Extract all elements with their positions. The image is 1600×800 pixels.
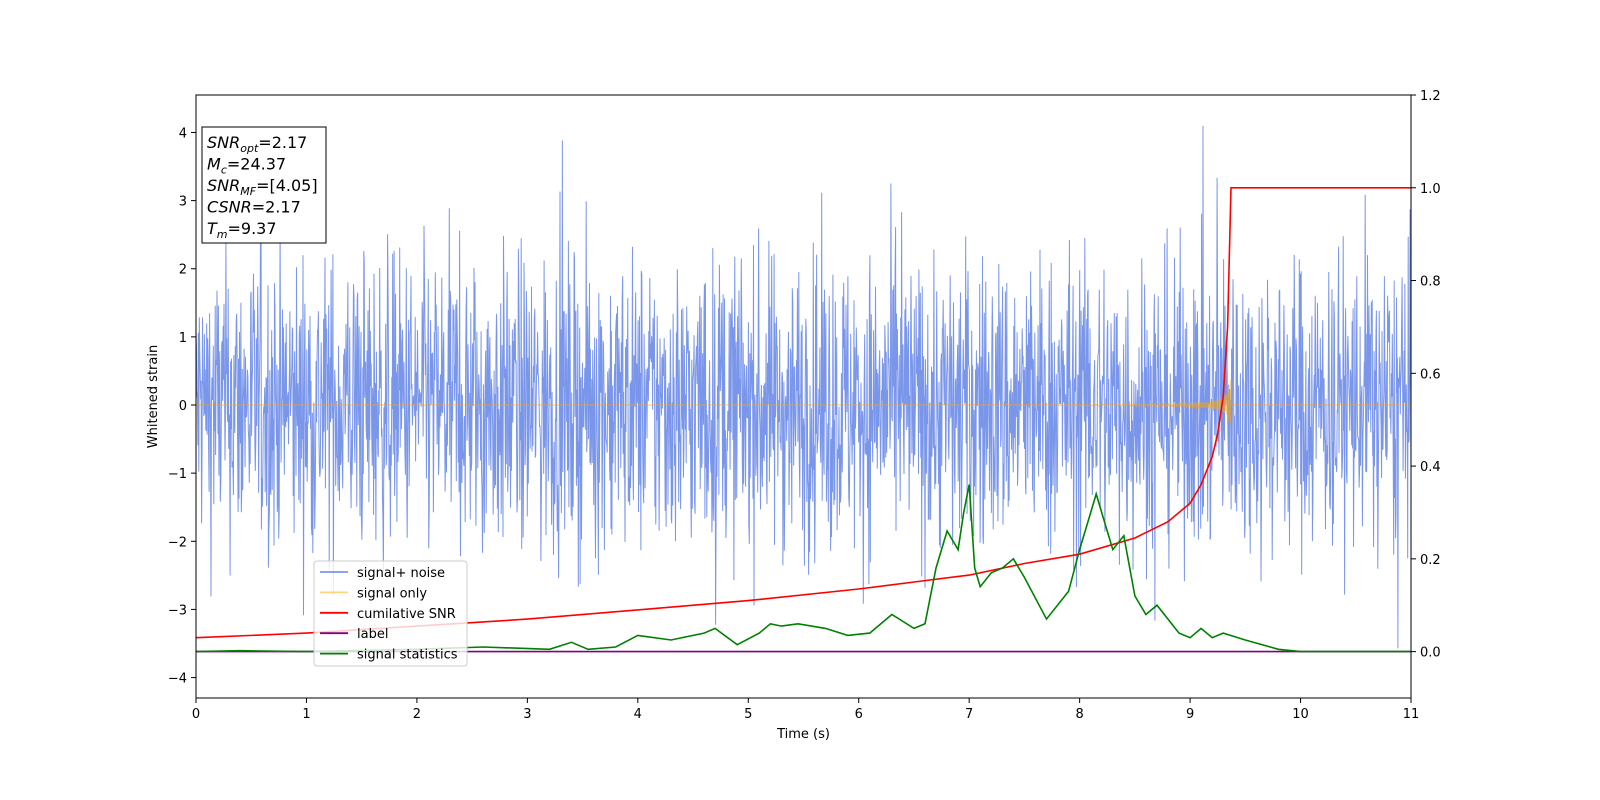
series-signal-only — [196, 379, 1411, 424]
y-tick-left-label: −2 — [168, 535, 187, 550]
y-tick-left-label: 1 — [179, 331, 187, 346]
legend: signal+ noise signal only cumilative SNR la… — [313, 560, 468, 667]
annotation-line: SNRopt=2.17 — [207, 133, 307, 155]
x-axis-label: Time (s) — [776, 727, 830, 742]
x-tick-label: 3 — [523, 707, 531, 722]
annotation-frame — [201, 126, 327, 244]
x-tick-label: 11 — [1403, 707, 1420, 722]
annotation-line: SNRMF=[4.05] — [207, 176, 318, 198]
y-tick-right-label: 0.0 — [1420, 646, 1441, 661]
x-tick-label: 2 — [413, 707, 421, 722]
y-axis-label: Whitened strain — [146, 345, 161, 448]
annotation-box: SNRopt=2.17Mc=24.37SNRMF=[4.05]CSNR=2.17… — [201, 126, 327, 244]
x-axis: 0 1 2 3 4 5 6 7 8 9 10 11 — [192, 698, 1419, 722]
y-tick-left-label: 3 — [179, 195, 187, 210]
series-signal-plus-noise — [196, 125, 1411, 649]
y-axis-right: 1.2 1.0 0.8 0.6 0.4 0.2 0.0 — [1411, 89, 1441, 661]
x-tick-label: 5 — [744, 707, 752, 722]
y-tick-left-label: −1 — [168, 467, 187, 482]
annotation-line: CSNR=2.17 — [207, 198, 301, 217]
x-tick-label: 0 — [192, 707, 200, 722]
y-tick-right-label: 1.2 — [1420, 89, 1441, 104]
legend-label-signal-only: signal only — [357, 586, 427, 601]
y-tick-left-label: −4 — [168, 672, 187, 687]
legend-label-label: label — [357, 627, 388, 642]
plot-frame — [195, 94, 1412, 699]
x-tick-label: 8 — [1075, 707, 1083, 722]
y-tick-left-label: 4 — [179, 126, 187, 141]
y-tick-left-label: 0 — [179, 399, 187, 414]
legend-label-signal-statistics: signal statistics — [357, 648, 458, 663]
annotation-line: Tm=9.37 — [207, 219, 277, 241]
legend-frame — [313, 560, 468, 667]
y-tick-right-label: 0.2 — [1420, 553, 1441, 568]
y-tick-right-label: 0.8 — [1420, 275, 1441, 290]
series-signal-statistics — [196, 484, 1411, 653]
x-tick-label: 7 — [965, 707, 973, 722]
y-tick-left-label: −3 — [168, 603, 187, 618]
x-tick-label: 9 — [1186, 707, 1194, 722]
legend-label-signal-noise: signal+ noise — [357, 566, 445, 581]
y-tick-right-label: 0.6 — [1420, 367, 1441, 382]
x-tick-label: 6 — [855, 707, 863, 722]
y-tick-right-label: 0.4 — [1420, 460, 1441, 475]
legend-label-cumilative-snr: cumilative SNR — [357, 607, 456, 622]
y-tick-right-label: 1.0 — [1420, 182, 1441, 197]
series-cumilative-snr — [196, 187, 1411, 639]
x-tick-label: 4 — [634, 707, 642, 722]
y-axis-left: 4 3 2 1 0 −1 −2 −3 −4 — [168, 126, 196, 687]
x-tick-label: 1 — [302, 707, 310, 722]
x-tick-label: 10 — [1292, 707, 1309, 722]
y-tick-left-label: 2 — [179, 263, 187, 278]
annotation-line: Mc=24.37 — [207, 155, 286, 177]
